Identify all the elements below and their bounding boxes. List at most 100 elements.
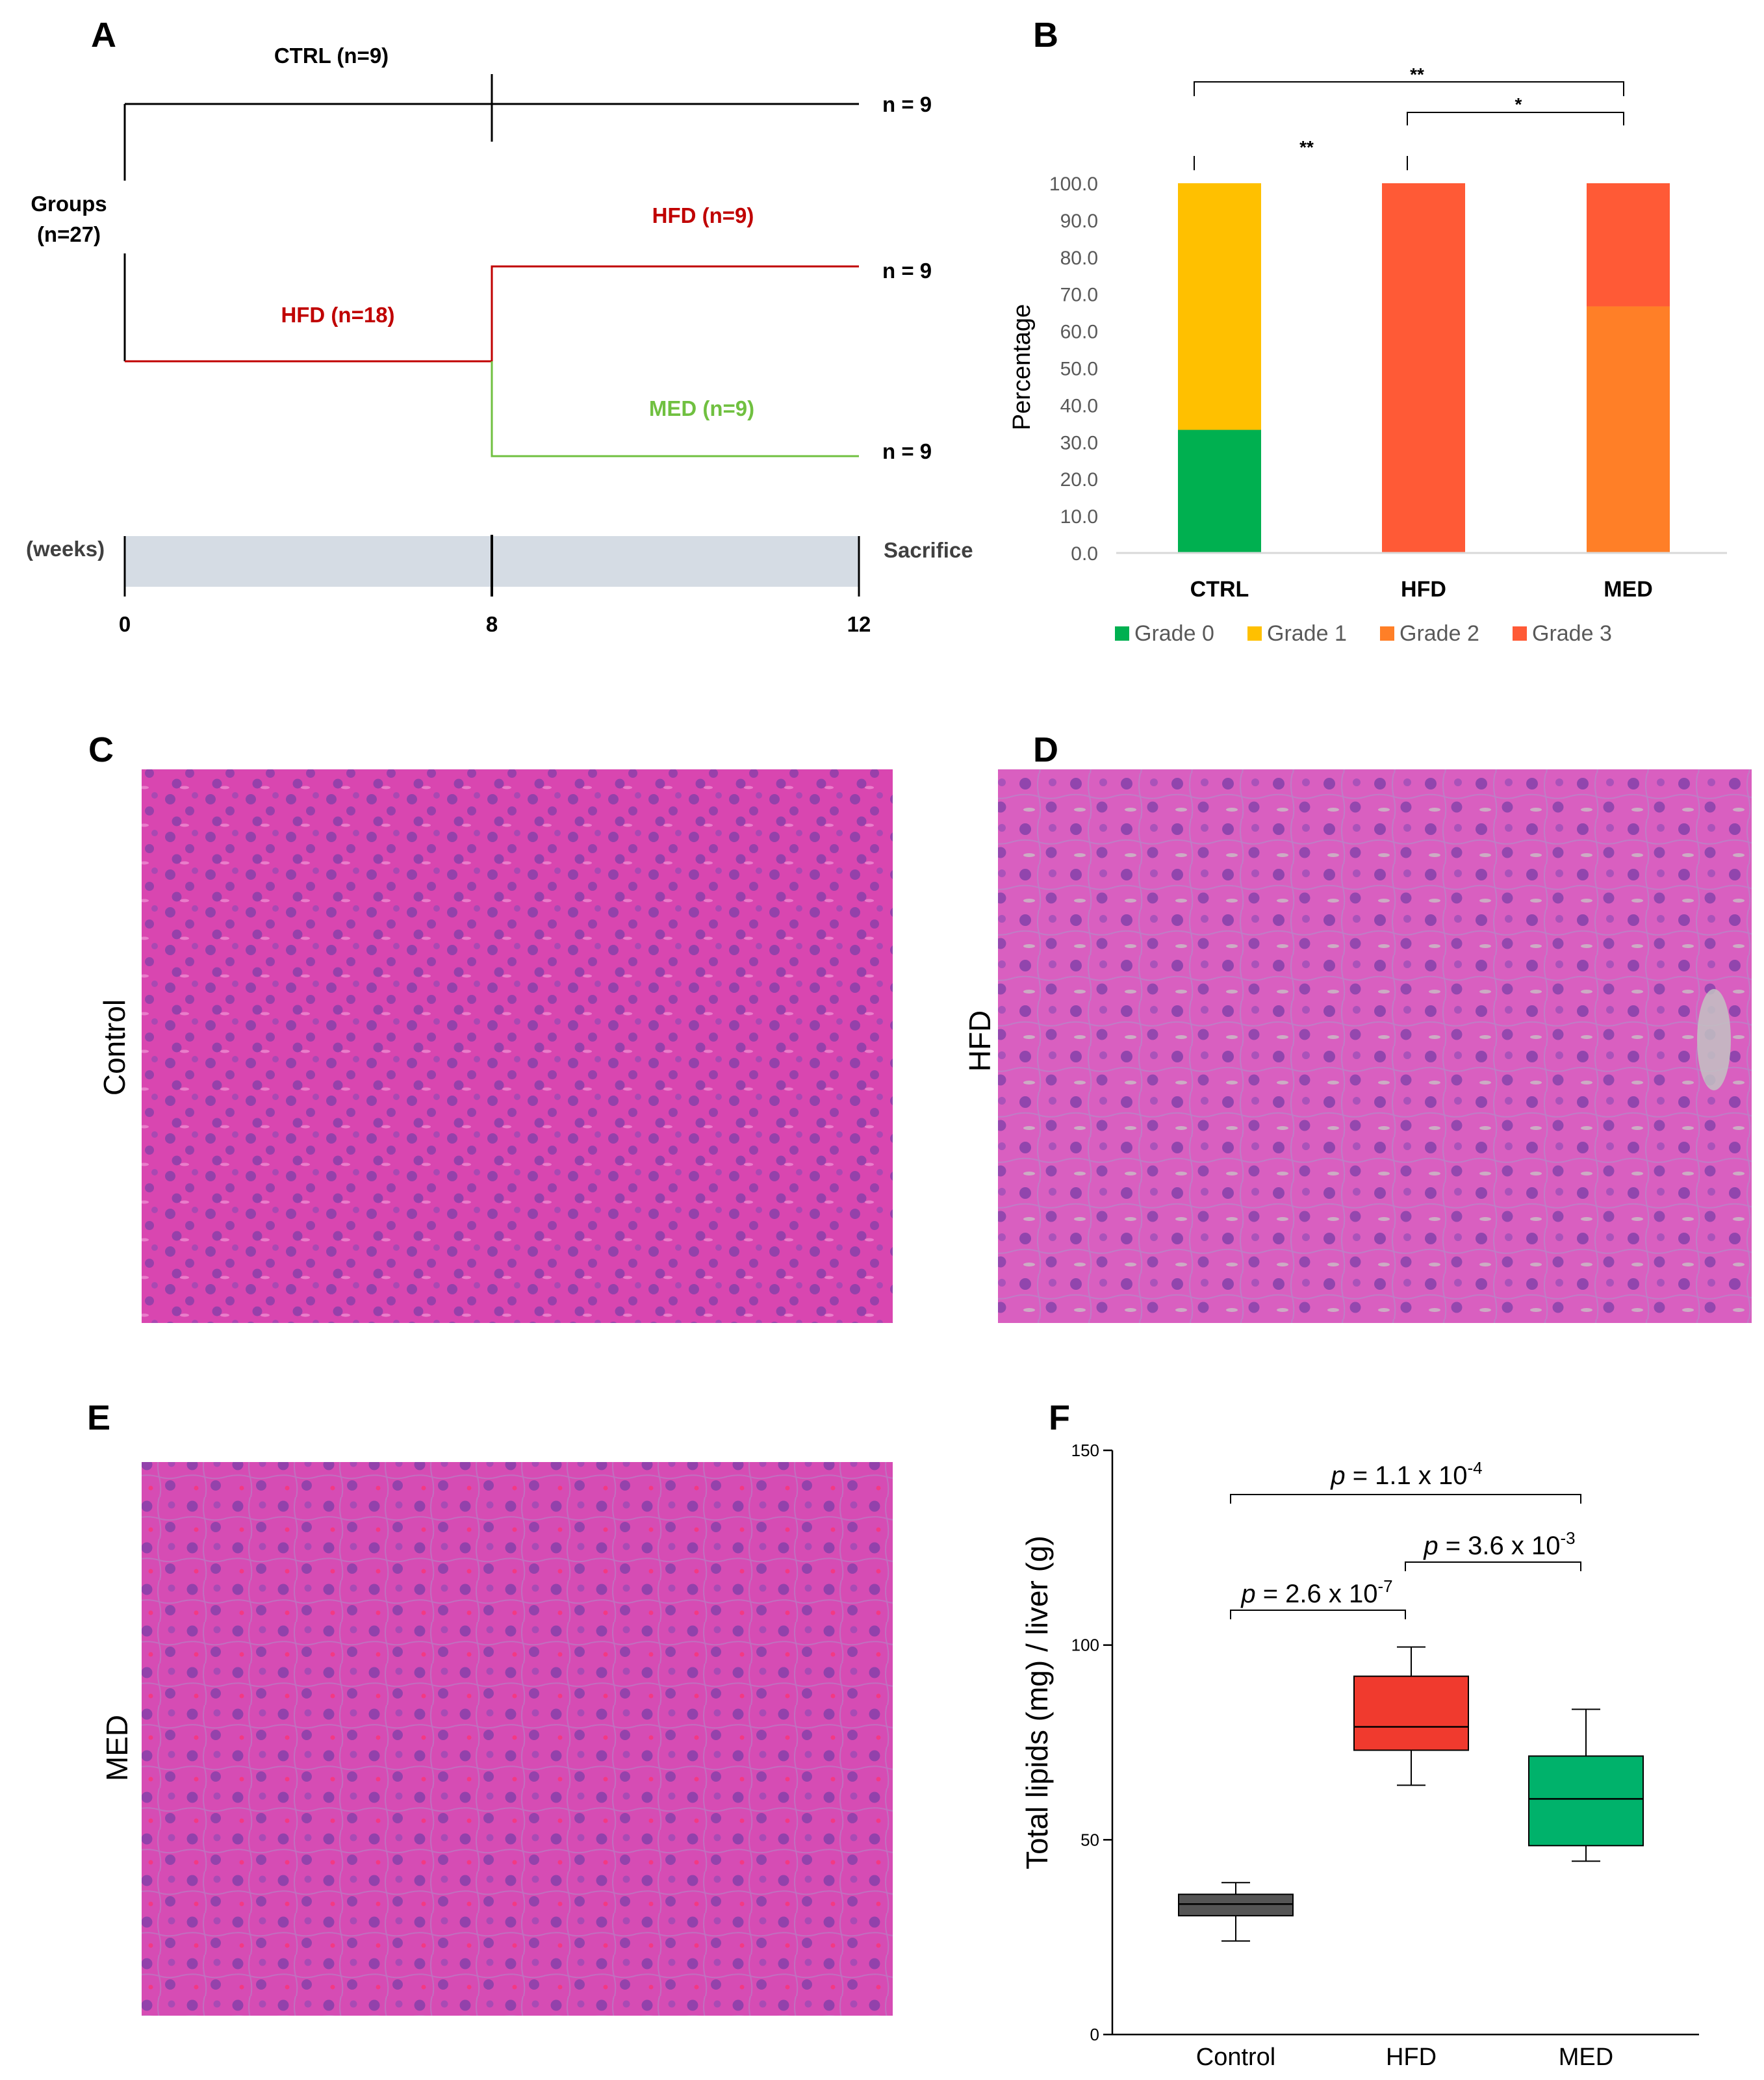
groups-label-line1: Groups (31, 192, 107, 216)
pval-control-hfd-p: p (1240, 1580, 1255, 1608)
legend-label-grade2: Grade 2 (1400, 621, 1479, 646)
pval-control-med-exp: -4 (1468, 1458, 1483, 1478)
n-hfd: n = 9 (882, 259, 932, 283)
chart-b-bars (1178, 183, 1670, 553)
panel-label-a: A (91, 16, 116, 55)
med-line (491, 361, 859, 457)
panel-e: E MED (87, 1398, 893, 2016)
pval-control-hfd-exp: -7 (1378, 1576, 1393, 1596)
chart-f-xtick-hfd: HFD (1386, 2044, 1437, 2071)
panel-c: C Control (88, 730, 893, 1323)
chart-b-ytick-label: 40.0 (1060, 395, 1098, 417)
bar-med-grade3 (1587, 183, 1670, 307)
chart-b-ytick-label: 50.0 (1060, 359, 1098, 380)
sacrifice-label: Sacrifice (884, 538, 973, 562)
hfd-initial-label: HFD (n=18) (281, 303, 394, 327)
sig-bracket-ctrl-med (1194, 81, 1624, 96)
pval-bracket-control-med (1230, 1494, 1581, 1504)
legend-label-grade0: Grade 0 (1134, 621, 1214, 646)
sig-label-ctrl-hfd: ** (1299, 137, 1314, 157)
chart-b-ylabel: Percentage (1008, 304, 1036, 430)
chart-f-ytick-label: 0 (1090, 2025, 1099, 2044)
hfd-initial-line (125, 265, 859, 363)
chart-f-ytick-label: 100 (1071, 1636, 1099, 1655)
chart-f-boxes (1178, 1646, 1644, 1942)
sig-bracket-hfd-med (1407, 112, 1624, 125)
pval-bracket-control-hfd (1230, 1610, 1406, 1619)
panel-a: A CTRL (n=9) Groups (n=27) HFD (n=18) HF… (26, 16, 973, 636)
chart-f-y-ticks: 0 50 100 150 (1071, 1441, 1112, 2044)
chart-b-ytick-label: 30.0 (1060, 432, 1098, 454)
legend-swatch-grade2 (1380, 626, 1394, 641)
box-med (1528, 1755, 1644, 1847)
pval-label-control-hfd: p = 2.6 x 10-7 (1240, 1576, 1392, 1608)
panel-label-f: F (1049, 1398, 1070, 1437)
pval-hfd-med-exp: -3 (1561, 1528, 1576, 1548)
chart-b-ytick-label: 80.0 (1060, 248, 1098, 269)
micrograph-hfd-label: HFD (963, 1010, 997, 1072)
ctrl-group-label: CTRL (n=9) (274, 44, 389, 68)
chart-f-ylabel: Total lipids (mg) / liver (g) (1020, 1535, 1054, 1869)
chart-b-ytick-label: 90.0 (1060, 211, 1098, 232)
micrograph-med-nuclei (142, 1462, 893, 2016)
week-label-12: 12 (847, 612, 871, 636)
panel-label-d: D (1033, 730, 1058, 769)
weeks-label: (weeks) (26, 537, 105, 561)
panel-label-c: C (88, 730, 114, 769)
chart-b-ytick-label: 70.0 (1060, 285, 1098, 306)
panel-f: F Total lipids (mg) / liver (g) 0 50 100 15… (1020, 1398, 1699, 2071)
pval-hfd-med-text: = 3.6 x 10 (1438, 1532, 1561, 1560)
chart-b-xtick-hfd: HFD (1401, 577, 1446, 602)
chart-b-ytick-label: 100.0 (1049, 173, 1098, 195)
legend-label-grade1: Grade 1 (1267, 621, 1347, 646)
legend-label-grade3: Grade 3 (1532, 621, 1612, 646)
panel-label-b: B (1033, 16, 1058, 55)
chart-b-xtick-med: MED (1604, 577, 1653, 602)
legend-swatch-grade3 (1513, 626, 1527, 641)
week-label-0: 0 (119, 612, 131, 636)
pval-label-control-med: p = 1.1 x 10-4 (1330, 1458, 1482, 1490)
chart-b-ytick-label: 20.0 (1060, 469, 1098, 491)
panel-b: B Percentage 0.0 10.0 20.0 30.0 40.0 50.0 60.0… (1008, 16, 1727, 646)
pval-control-med-p: p (1330, 1461, 1345, 1490)
n-med: n = 9 (882, 439, 932, 463)
pval-control-hfd-text: = 2.6 x 10 (1256, 1580, 1378, 1608)
chart-f-xtick-med: MED (1559, 2044, 1613, 2071)
micrograph-med-label: MED (100, 1715, 134, 1781)
panel-label-e: E (87, 1398, 110, 1437)
sig-label-hfd-med: * (1515, 94, 1522, 114)
chart-b-ytick-label: 0.0 (1071, 543, 1098, 565)
chart-f-xtick-control: Control (1196, 2044, 1276, 2071)
groups-label-line2: (n=27) (37, 222, 101, 246)
chart-b-y-ticks: 0.0 10.0 20.0 30.0 40.0 50.0 60.0 70.0 80.0 90.0 1… (1049, 173, 1098, 565)
legend-swatch-grade1 (1247, 626, 1262, 641)
micrograph-hfd-vessel (1697, 989, 1731, 1090)
bar-ctrl-grade1 (1178, 183, 1261, 430)
pval-label-hfd-med: p = 3.6 x 10-3 (1423, 1528, 1575, 1560)
pval-hfd-med-p: p (1423, 1532, 1438, 1560)
micrograph-control-nuclei (142, 769, 893, 1323)
chart-b-ytick-label: 10.0 (1060, 506, 1098, 528)
box-hfd (1353, 1675, 1469, 1751)
pval-control-med-text: = 1.1 x 10 (1346, 1461, 1468, 1490)
micrograph-control-label: Control (97, 999, 131, 1096)
med-group-label: MED (n=9) (649, 396, 754, 420)
chart-b-xtick-ctrl: CTRL (1190, 577, 1249, 602)
panel-d: D HFD (963, 730, 1752, 1323)
sig-label-ctrl-med: ** (1410, 64, 1424, 84)
week-label-8: 8 (486, 612, 498, 636)
n-ctrl: n = 9 (882, 92, 932, 116)
bar-hfd-grade3 (1382, 183, 1465, 553)
chart-f-ytick-label: 150 (1071, 1441, 1099, 1460)
bar-ctrl-grade0 (1178, 430, 1261, 553)
legend-swatch-grade0 (1115, 626, 1129, 641)
bar-med-grade2 (1587, 306, 1670, 553)
chart-b-legend: Grade 0 Grade 1 Grade 2 Grade 3 (1115, 621, 1612, 646)
hfd-group-label: HFD (n=9) (652, 203, 754, 227)
box-control (1178, 1894, 1294, 1917)
micrograph-hfd-nuclei (998, 769, 1752, 1323)
chart-f-ytick-label: 50 (1080, 1830, 1099, 1849)
pval-bracket-hfd-med (1405, 1561, 1581, 1571)
chart-b-ytick-label: 60.0 (1060, 322, 1098, 343)
